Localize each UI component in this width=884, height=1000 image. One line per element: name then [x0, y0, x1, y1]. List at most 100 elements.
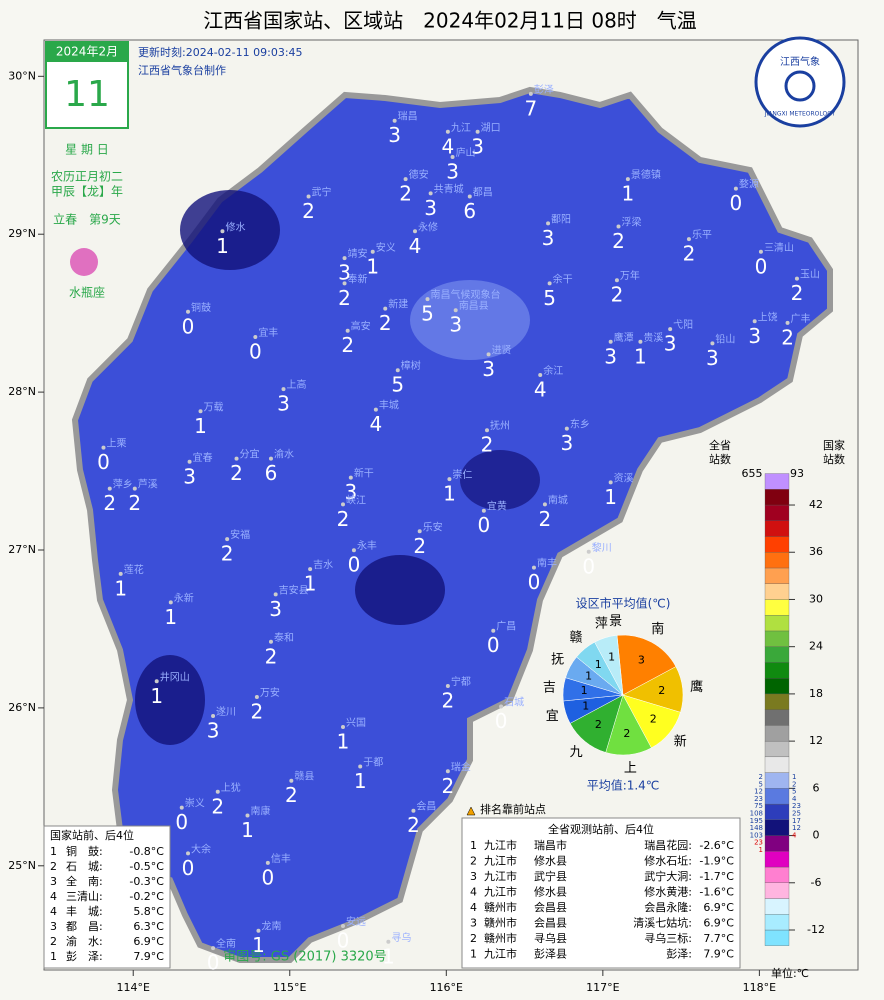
colorbar-cell: [764, 725, 790, 742]
station-value: 3: [338, 261, 351, 285]
station-value: 0: [495, 709, 508, 733]
y-tick-label: 30°N: [8, 69, 36, 82]
table-cell: 2: [50, 935, 57, 948]
station-value: 1: [604, 485, 617, 509]
national-total: 93: [790, 467, 804, 480]
station-dot: [491, 628, 496, 633]
station-value: 7: [524, 96, 537, 120]
station-dot: [467, 194, 472, 199]
station-value: 3: [449, 313, 462, 337]
station-dot: [308, 567, 313, 572]
colorbar-cell: [764, 473, 790, 490]
y-tick-label: 26°N: [8, 701, 36, 714]
station-dot: [198, 409, 203, 414]
station-dot: [132, 486, 137, 491]
station-value: 0: [182, 856, 195, 880]
table-cell: 九江市: [484, 854, 517, 868]
station-value: 2: [265, 644, 278, 668]
station-value: 3: [471, 134, 484, 158]
station-value: 0: [337, 929, 350, 953]
station-dot: [608, 339, 613, 344]
station-value: 2: [103, 491, 116, 515]
weekday: 星 期 日: [65, 143, 109, 157]
colorbar-cell: [764, 929, 790, 946]
station-dot: [392, 118, 397, 123]
station-name: 武宁: [312, 186, 332, 199]
table-cell: 2: [50, 860, 57, 873]
pie-value: 1: [608, 651, 615, 664]
table-cell: 九江市: [484, 869, 517, 883]
colorbar-tick-label: 36: [809, 545, 823, 558]
station-dot: [289, 778, 294, 783]
station-name: 芦溪: [138, 479, 158, 491]
y-tick-label: 28°N: [8, 385, 36, 398]
station-dot: [752, 319, 757, 324]
station-name: 新建: [388, 298, 408, 311]
table-cell: 会昌县: [534, 901, 567, 914]
station-value: 0: [487, 633, 500, 657]
station-dot: [411, 808, 416, 813]
station-name: 崇义: [185, 798, 205, 810]
pie-value: 1: [585, 670, 592, 683]
table-cell: 寻乌县: [534, 931, 567, 945]
station-name: 于都: [363, 757, 383, 769]
station-dot: [481, 508, 486, 513]
station-dot: [179, 805, 184, 810]
station-dot: [542, 502, 547, 507]
colorbar-cell: [764, 615, 790, 632]
colorbar-cell: [764, 835, 790, 852]
y-tick-label: 25°N: [8, 859, 36, 872]
pie-label: 九: [570, 745, 583, 760]
national-count: 25: [792, 810, 801, 818]
station-dot: [358, 764, 363, 769]
station-value: 3: [207, 719, 220, 743]
pie-title: 设区市平均值(℃): [576, 596, 671, 611]
table-cell: 6.9°C: [703, 917, 734, 930]
station-dot: [547, 281, 552, 286]
station-dot: [445, 684, 450, 688]
station-name: 余江: [543, 364, 563, 377]
station-dot: [268, 639, 273, 644]
colorbar-cell: [764, 709, 790, 726]
station-value: 0: [528, 570, 541, 594]
station-name: 分宜: [240, 448, 260, 461]
table-cell: 1: [470, 948, 477, 961]
station-value: 2: [285, 783, 298, 807]
station-name: 弋阳: [673, 318, 693, 331]
station-name: 黎川: [592, 541, 612, 554]
pie-slice: [616, 634, 677, 696]
logo-mark: [784, 70, 816, 102]
national-count: 12: [792, 824, 801, 832]
station-dot: [733, 186, 738, 191]
station-name: 永丰: [357, 539, 377, 552]
station-value: 2: [128, 491, 141, 515]
station-name: 莲花: [124, 563, 144, 576]
station-name: 高安: [351, 320, 371, 333]
colorbar-cell: [764, 740, 790, 758]
station-dot: [268, 456, 273, 461]
table-cell: 6.3°C: [133, 920, 164, 933]
table-title: 全省观测站前、后4位: [548, 822, 654, 836]
station-value: 2: [791, 281, 804, 305]
table-cell: 武宁大洞:: [644, 869, 692, 883]
national-count: 4: [792, 831, 797, 839]
station-dot: [186, 851, 191, 856]
table-cell: 清溪七姑坑:: [633, 916, 692, 930]
station-value: 2: [338, 286, 351, 310]
table-cell: 全 南:: [66, 874, 103, 888]
table-cell: 渝 水:: [66, 934, 103, 948]
x-tick-label: 117°E: [586, 981, 619, 994]
station-value: 0: [207, 951, 220, 975]
station-dot: [794, 276, 799, 281]
table-cell: 1: [50, 845, 57, 858]
station-value: 4: [442, 134, 455, 158]
table-cell: 3: [470, 917, 477, 930]
station-name: 浮梁: [621, 216, 641, 229]
lunar: 农历正月初二: [51, 170, 123, 184]
colorbar-cell: [764, 489, 790, 506]
station-dot: [485, 428, 490, 433]
y-tick-label: 27°N: [8, 543, 36, 556]
table-cell: 瑞昌市: [534, 838, 567, 852]
station-name: 南城: [548, 493, 568, 506]
station-name: 上栗: [106, 438, 126, 450]
